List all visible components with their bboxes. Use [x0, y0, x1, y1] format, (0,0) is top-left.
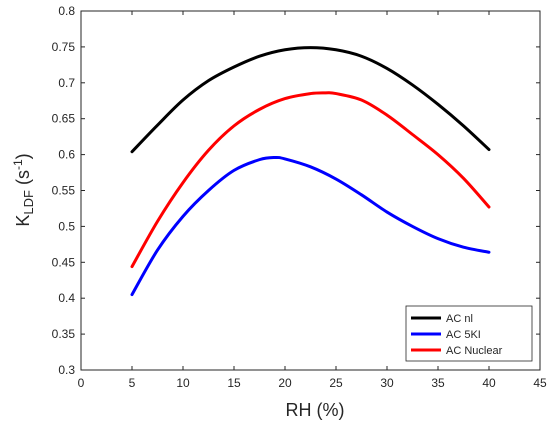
y-tick-label: 0.55: [52, 184, 76, 198]
y-tick-label: 0.8: [58, 4, 75, 18]
x-tick-label: 0: [78, 376, 85, 390]
y-tick-label: 0.45: [52, 255, 76, 269]
y-tick-label: 0.5: [58, 219, 75, 233]
x-tick-label: 10: [176, 376, 190, 390]
x-axis-label: RH (%): [286, 400, 345, 420]
legend: AC nl AC 5KI AC Nuclear: [405, 305, 533, 362]
x-tick-label: 35: [431, 376, 445, 390]
series-line-3: [130, 91, 491, 269]
y-axis: 0.3 0.35 0.4 0.45 0.5 0.55 0.6 0.65 0.7 0.75 0.8: [52, 4, 540, 377]
y-tick-label: 0.3: [58, 363, 75, 377]
series-lines: [130, 46, 491, 297]
y-axis-label: KLDF (s-1): [11, 153, 36, 226]
x-tick-label: 20: [278, 376, 292, 390]
x-tick-label: 45: [533, 376, 547, 390]
x-tick-label: 40: [482, 376, 496, 390]
x-tick-label: 30: [380, 376, 394, 390]
x-tick-label: 15: [227, 376, 241, 390]
y-tick-label: 0.4: [58, 291, 75, 305]
legend-label: AC nl: [446, 313, 473, 325]
y-tick-label: 0.7: [58, 76, 75, 90]
x-axis: 0 5 10 15 20 25 30 35 40 45: [78, 11, 547, 390]
y-tick-label: 0.6: [58, 148, 75, 162]
y-tick-label: 0.35: [52, 327, 76, 341]
legend-label: AC Nuclear: [446, 345, 503, 357]
x-tick-label: 25: [329, 376, 343, 390]
y-tick-label: 0.75: [52, 40, 76, 54]
legend-label: AC 5KI: [446, 329, 481, 341]
series-line-2: [130, 155, 491, 297]
y-tick-label: 0.65: [52, 112, 76, 126]
series-line-1: [130, 46, 491, 154]
x-tick-label: 5: [129, 376, 136, 390]
